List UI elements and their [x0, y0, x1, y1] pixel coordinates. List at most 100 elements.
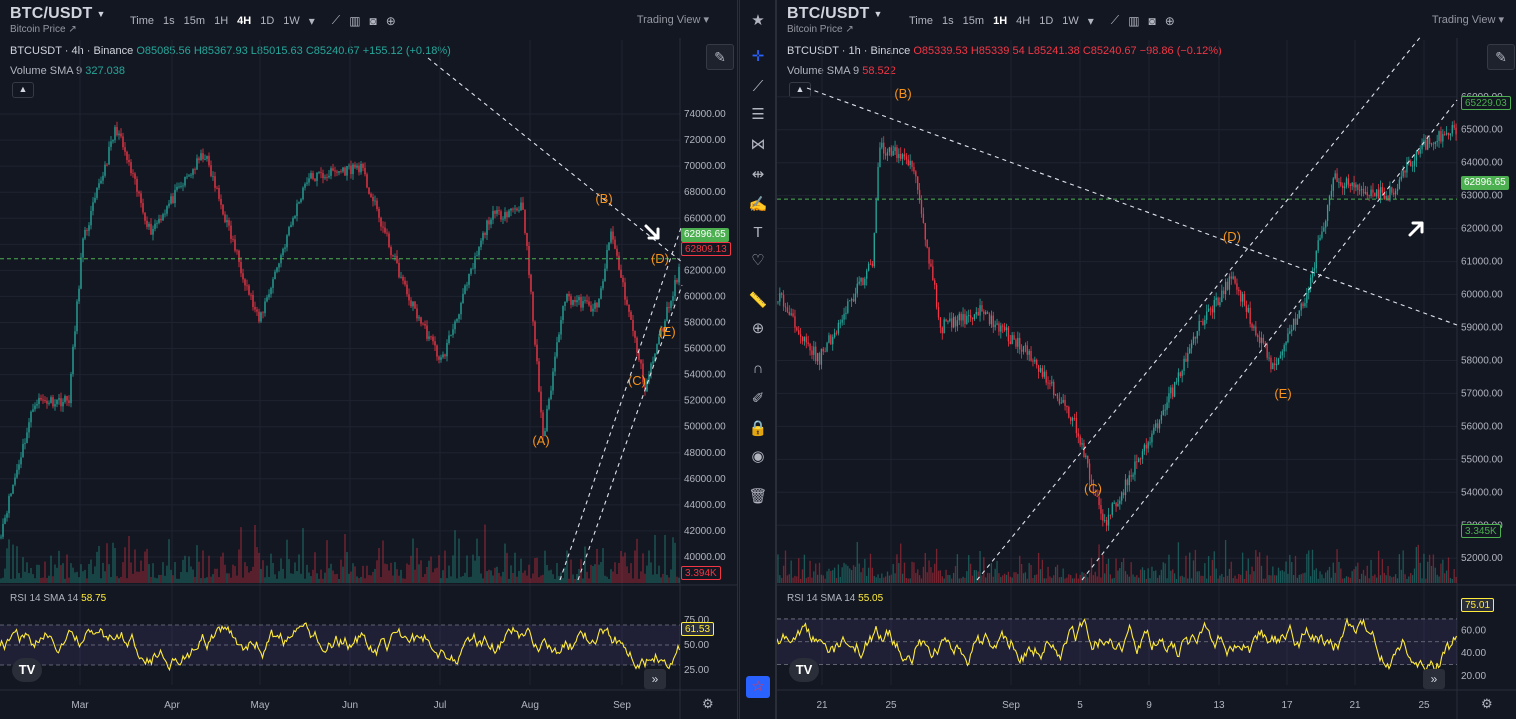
candle: [546, 408, 548, 431]
tf-1h[interactable]: 1H: [214, 14, 229, 27]
candle: [1338, 181, 1340, 183]
volume-bar: [1372, 575, 1374, 583]
volume-bar: [658, 565, 660, 583]
brush-icon[interactable]: ✍: [748, 196, 768, 213]
pencil-icon[interactable]: ✎: [1487, 44, 1515, 70]
trendline-icon[interactable]: ⟋: [752, 78, 764, 95]
gear-icon[interactable]: ⚙: [1481, 696, 1493, 711]
heart-icon[interactable]: ♡: [751, 252, 765, 269]
scroll-right-button[interactable]: »: [1423, 669, 1445, 689]
tf-15m[interactable]: 15m: [962, 14, 985, 27]
volume-bar: [476, 538, 478, 583]
add-icon[interactable]: ⊕: [385, 13, 396, 28]
candle: [486, 220, 488, 236]
volume-bar: [801, 569, 804, 583]
volume-bar: [338, 578, 340, 583]
right-collapse-button[interactable]: ▲: [789, 82, 811, 98]
tf-1h[interactable]: 1H: [993, 14, 1008, 27]
candle: [977, 312, 979, 316]
crosshair-icon[interactable]: ✛: [751, 48, 765, 65]
tf-1w[interactable]: 1W: [283, 14, 300, 27]
candle: [1024, 345, 1027, 347]
left-symbol-button[interactable]: BTC/USDT ▼: [10, 5, 106, 22]
price-axis-label: 54000.00: [1461, 487, 1503, 498]
volume-bar: [70, 563, 72, 583]
volume-bar: [1298, 574, 1300, 583]
volume-bar: [122, 562, 124, 583]
left-trading-view-label[interactable]: Trading View ▾: [636, 14, 709, 26]
chevron-down-icon[interactable]: ▾: [308, 13, 315, 28]
candle: [1104, 520, 1106, 521]
candle: [224, 214, 226, 223]
candle: [138, 191, 140, 194]
volume-bar: [238, 549, 240, 583]
volume-bar: [998, 573, 1000, 583]
tf-1w[interactable]: 1W: [1062, 14, 1079, 27]
chevron-down-icon: ▼: [96, 8, 106, 19]
candle: [1389, 187, 1391, 201]
left-collapse-button[interactable]: ▲: [12, 82, 34, 98]
text-icon[interactable]: T: [753, 224, 763, 241]
tf-1d[interactable]: 1D: [260, 14, 275, 27]
favorite-star-icon[interactable]: ☆: [746, 676, 770, 698]
camera-icon[interactable]: ◙: [369, 13, 377, 28]
volume-bar: [1264, 578, 1266, 583]
candle: [798, 330, 800, 335]
right-trading-view-label[interactable]: Trading View ▾: [1431, 14, 1504, 26]
ruler-icon[interactable]: 📏: [748, 292, 768, 309]
right-symbol-button[interactable]: BTC/USDT ▼: [787, 5, 883, 22]
candle: [856, 283, 858, 294]
tf-15m[interactable]: 15m: [183, 14, 206, 27]
lock-icon[interactable]: 🔒: [748, 420, 768, 437]
candle: [316, 172, 318, 181]
fib-icon[interactable]: ☰: [751, 106, 765, 123]
candles-icon[interactable]: ▥: [1128, 13, 1140, 28]
candle: [1113, 502, 1115, 504]
pencil-icon[interactable]: ✎: [706, 44, 734, 70]
add-icon[interactable]: ⊕: [1164, 13, 1175, 28]
eye-icon[interactable]: ◉: [751, 448, 765, 465]
indicators-icon[interactable]: ⟋: [331, 13, 341, 27]
scroll-right-button[interactable]: »: [644, 669, 666, 689]
volume-bar: [909, 578, 911, 583]
volume-bar: [242, 577, 244, 583]
lock-drawing-icon[interactable]: ✐: [751, 390, 765, 407]
time-axis-label: Jun: [342, 700, 358, 711]
indicators-icon[interactable]: ⟋: [1110, 13, 1120, 27]
candle: [811, 350, 813, 355]
candle: [1294, 318, 1297, 325]
candle: [580, 297, 582, 308]
volume-bar: [594, 564, 596, 583]
candle: [822, 348, 824, 352]
volume-bar: [1043, 578, 1045, 583]
tf-1s[interactable]: 1s: [942, 14, 954, 27]
tf-4h[interactable]: 4H: [1016, 14, 1031, 27]
tf-1d[interactable]: 1D: [1039, 14, 1054, 27]
forecast-icon[interactable]: ⇹: [751, 166, 765, 183]
zoom-in-icon[interactable]: ⊕: [751, 320, 765, 337]
chevron-down-icon[interactable]: ▾: [1087, 13, 1094, 28]
candle: [824, 351, 826, 353]
right-chart-pane[interactable]: BTC/USDT ▼ Bitcoin Price ↗ Time 1s 15m 1H…: [776, 0, 1516, 719]
volume-bar: [856, 541, 858, 583]
tf-time[interactable]: Time: [909, 14, 934, 27]
candle: [1428, 137, 1431, 145]
tf-time[interactable]: Time: [130, 14, 155, 27]
candle: [1017, 337, 1019, 347]
trash-icon[interactable]: 🗑: [748, 488, 768, 505]
candle: [1304, 303, 1306, 307]
tf-4h[interactable]: 4H: [237, 14, 252, 27]
candle: [1232, 276, 1234, 279]
left-chart-pane[interactable]: BTC/USDT ▼ Bitcoin Price ↗ Time 1s 15m 1H…: [0, 0, 738, 719]
candles-icon[interactable]: ▥: [349, 13, 361, 28]
star-icon[interactable]: ★: [751, 12, 765, 29]
pattern-icon[interactable]: ⋈: [750, 136, 766, 153]
volume-bar: [792, 577, 794, 583]
tf-1s[interactable]: 1s: [163, 14, 175, 27]
price-axis-label: 42000.00: [684, 526, 726, 537]
gear-icon[interactable]: ⚙: [702, 696, 714, 711]
camera-icon[interactable]: ◙: [1148, 13, 1156, 28]
volume-bar: [1213, 551, 1215, 583]
magnet-icon[interactable]: ∩: [752, 360, 764, 377]
volume-bar: [508, 578, 510, 583]
